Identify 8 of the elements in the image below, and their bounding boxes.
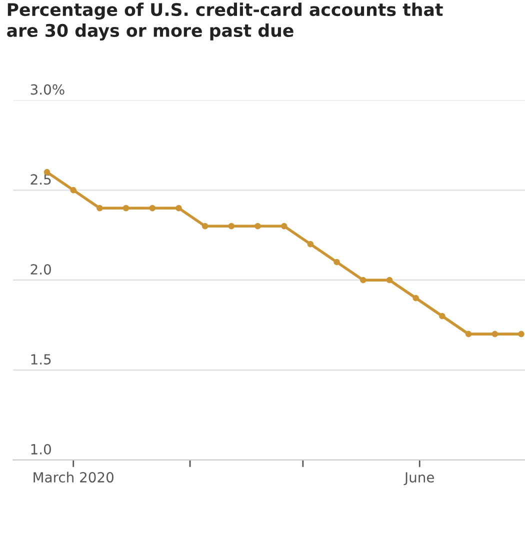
x-tick-label: June bbox=[404, 472, 434, 486]
x-tick-label: March 2020 bbox=[34, 472, 114, 483]
y-tick-label: 2.5 bbox=[30, 174, 51, 185]
chart-title: Percentage of U.S. credit-card accounts that are 30 days or more past due bbox=[7, 2, 443, 40]
y-tick-label: 2.0 bbox=[30, 264, 51, 275]
y-tick-label: 3.0% bbox=[30, 84, 64, 95]
y-tick-label: 1.5 bbox=[31, 354, 51, 365]
y-tick-label: 1.0 bbox=[31, 444, 51, 455]
